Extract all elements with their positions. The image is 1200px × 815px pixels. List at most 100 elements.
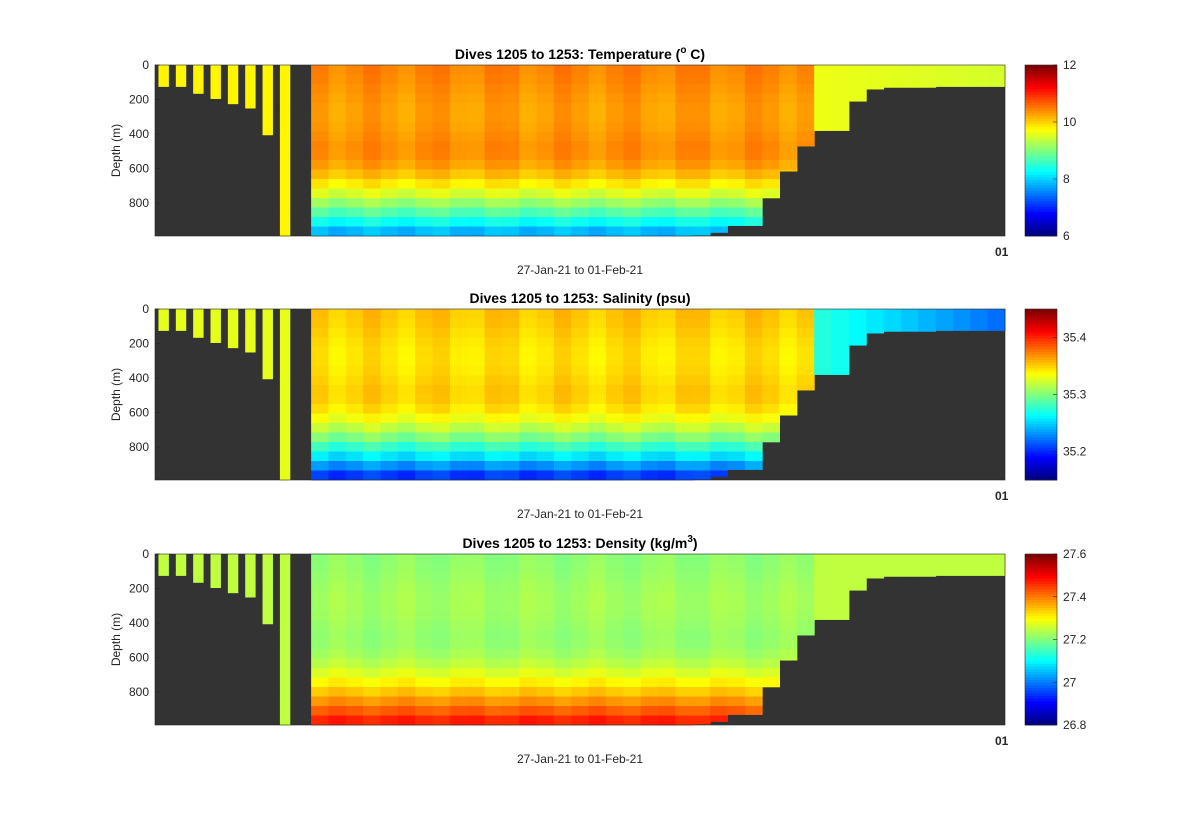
data-cell <box>519 207 538 218</box>
data-cell <box>952 309 971 319</box>
data-cell <box>262 103 273 113</box>
data-cell <box>158 563 169 574</box>
data-cell <box>606 451 624 462</box>
colorbar-segment <box>1025 389 1057 393</box>
data-cell <box>606 112 624 123</box>
data-cell <box>692 169 711 180</box>
data-cell <box>210 309 221 319</box>
colorbar-segment <box>1025 341 1057 345</box>
data-cell <box>987 573 1006 576</box>
colorbar-segment <box>1025 719 1057 723</box>
data-cell <box>571 207 590 218</box>
data-cell <box>175 65 187 75</box>
data-cell <box>692 84 711 94</box>
data-cell <box>640 639 659 650</box>
data-cell <box>415 601 434 612</box>
colorbar-segment <box>1025 407 1057 411</box>
data-cell <box>588 188 607 199</box>
data-cell <box>449 687 468 697</box>
data-cell <box>588 658 607 669</box>
data-cell <box>328 347 347 357</box>
data-cell <box>501 582 520 593</box>
data-cell <box>553 328 572 338</box>
data-cell <box>279 337 291 348</box>
data-cell <box>623 620 642 631</box>
data-cell <box>449 385 468 395</box>
data-cell <box>606 582 624 593</box>
data-cell <box>623 366 642 376</box>
colorbar-segment <box>1025 703 1057 707</box>
colorbar-segment <box>1025 666 1057 670</box>
data-cell <box>796 328 815 338</box>
colorbar-segment <box>1025 206 1057 210</box>
data-cell <box>831 554 850 564</box>
data-cell <box>710 404 728 414</box>
data-cell <box>692 226 711 236</box>
colorbar-tick-label: 10 <box>1063 115 1077 129</box>
data-cell <box>484 630 503 640</box>
data-cell <box>484 122 503 132</box>
data-cell <box>692 639 711 650</box>
data-cell <box>311 217 329 227</box>
data-cell <box>710 442 728 452</box>
data-cell <box>606 356 624 367</box>
data-cell <box>606 188 624 199</box>
data-cell <box>432 112 451 123</box>
data-cell <box>571 385 590 395</box>
data-cell <box>727 112 746 123</box>
data-cell <box>363 179 382 189</box>
data-cell <box>588 347 607 357</box>
data-cell <box>328 423 347 433</box>
data-cell <box>640 318 659 329</box>
data-cell <box>675 470 694 481</box>
data-cell <box>519 601 538 612</box>
data-cell <box>796 601 815 612</box>
data-cell <box>571 112 590 123</box>
data-cell <box>571 563 590 574</box>
data-cell <box>710 226 728 233</box>
data-cell <box>262 309 273 319</box>
data-cell <box>553 592 572 602</box>
data-cell <box>380 451 399 462</box>
data-cell <box>415 179 434 189</box>
data-cell <box>762 404 780 414</box>
data-cell <box>519 93 538 104</box>
data-cell <box>727 356 746 367</box>
data-cell <box>345 366 364 376</box>
data-cell <box>952 74 971 85</box>
data-cell <box>744 179 763 189</box>
colorbar-tick-label: 35.3 <box>1063 388 1087 402</box>
data-cell <box>519 413 538 424</box>
data-cell <box>397 649 416 659</box>
x-tick-label: 01 <box>995 245 1009 259</box>
data-cell <box>796 375 815 386</box>
data-cell <box>397 226 416 237</box>
data-cell <box>227 318 239 329</box>
data-cell <box>588 582 607 593</box>
data-cell <box>467 696 486 707</box>
data-cell <box>640 677 659 688</box>
data-cell <box>779 413 798 416</box>
data-cell <box>536 122 555 132</box>
data-cell <box>328 706 347 716</box>
data-cell <box>279 122 291 132</box>
data-cell <box>606 84 624 94</box>
colorbar-segment <box>1025 602 1057 606</box>
data-cell <box>883 563 902 574</box>
data-cell <box>606 461 624 471</box>
data-cell <box>623 74 642 85</box>
data-cell <box>831 347 850 357</box>
colorbar-segment <box>1025 429 1057 433</box>
data-cell <box>536 103 555 113</box>
data-cell <box>397 179 416 189</box>
data-cell <box>397 65 416 75</box>
data-cell <box>848 318 867 329</box>
data-cell <box>415 103 434 113</box>
data-cell <box>606 630 624 640</box>
data-cell <box>553 451 572 462</box>
colorbar-segment <box>1025 171 1057 175</box>
data-cell <box>744 160 763 170</box>
data-cell <box>380 226 399 237</box>
data-cell <box>210 318 221 329</box>
data-cell <box>606 573 624 583</box>
